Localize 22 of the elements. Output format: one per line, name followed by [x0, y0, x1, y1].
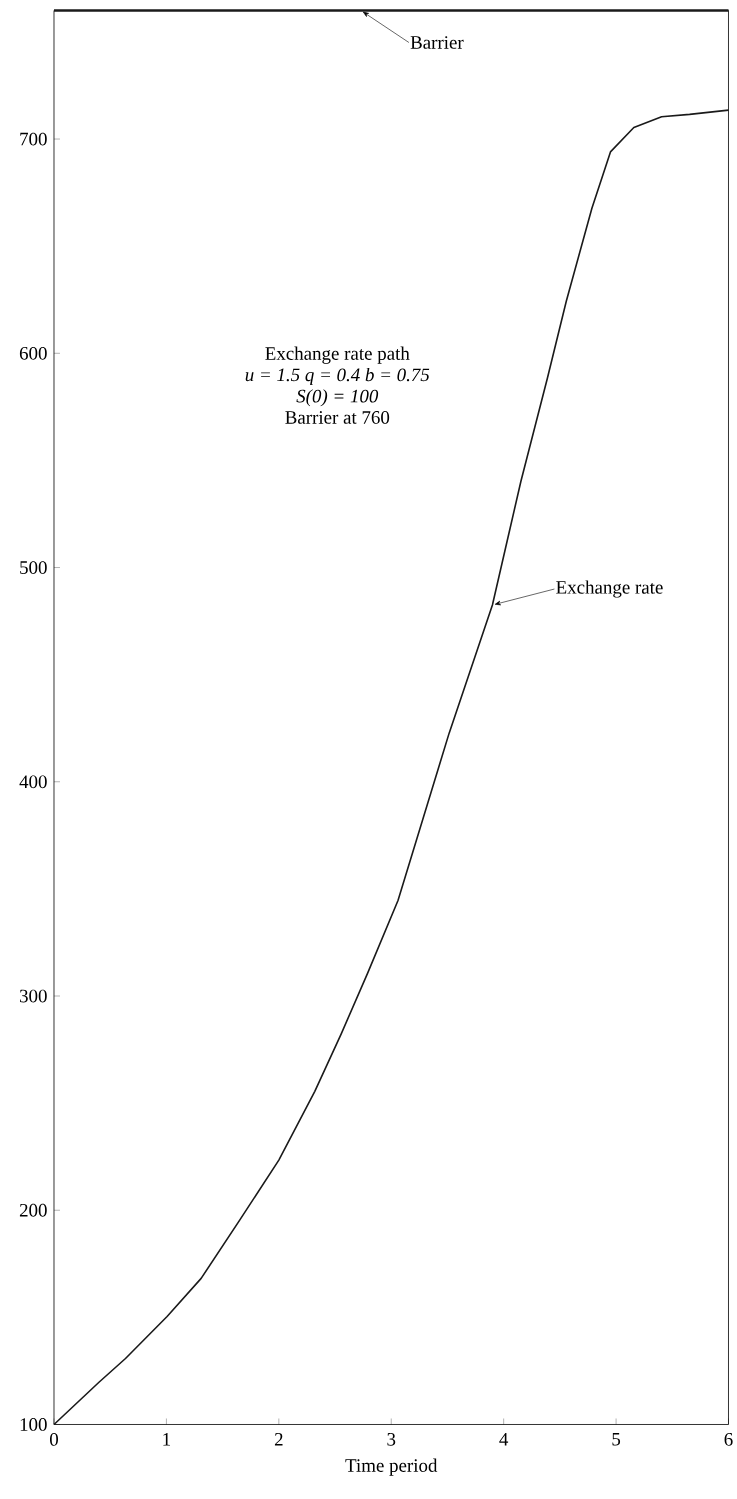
y-tick-label: 700 [20, 132, 47, 146]
annotation: S(0) = 100 [296, 389, 379, 407]
y-tick-label: 100 [20, 1418, 47, 1431]
annotation: Exchange rate [556, 580, 663, 598]
x-tick-label: 0 [49, 1433, 58, 1446]
y-tick-label: 300 [20, 989, 47, 1003]
annotation: Exchange rate path [265, 346, 410, 364]
y-tick-label: 400 [19, 775, 47, 789]
x-tick-label: 3 [387, 1432, 396, 1446]
line-series [53, 109, 730, 1426]
x-tick-label: 5 [612, 1433, 621, 1446]
ref-line-label: Barrier [410, 36, 464, 49]
annotation: u = 1.5 q = 0.4 b = 0.75 [245, 367, 430, 386]
annotation: Barrier at 760 [285, 411, 390, 424]
x-tick-label: 4 [499, 1433, 509, 1446]
y-tick-label: 500 [20, 561, 47, 574]
x-tick-label: 6 [724, 1432, 733, 1446]
x-axis-title: Time period [345, 1458, 438, 1476]
x-tick-label: 1 [163, 1433, 171, 1446]
y-tick-label: 600 [19, 346, 47, 360]
x-tick-label: 2 [274, 1432, 283, 1446]
y-tick-label: 200 [19, 1203, 47, 1217]
